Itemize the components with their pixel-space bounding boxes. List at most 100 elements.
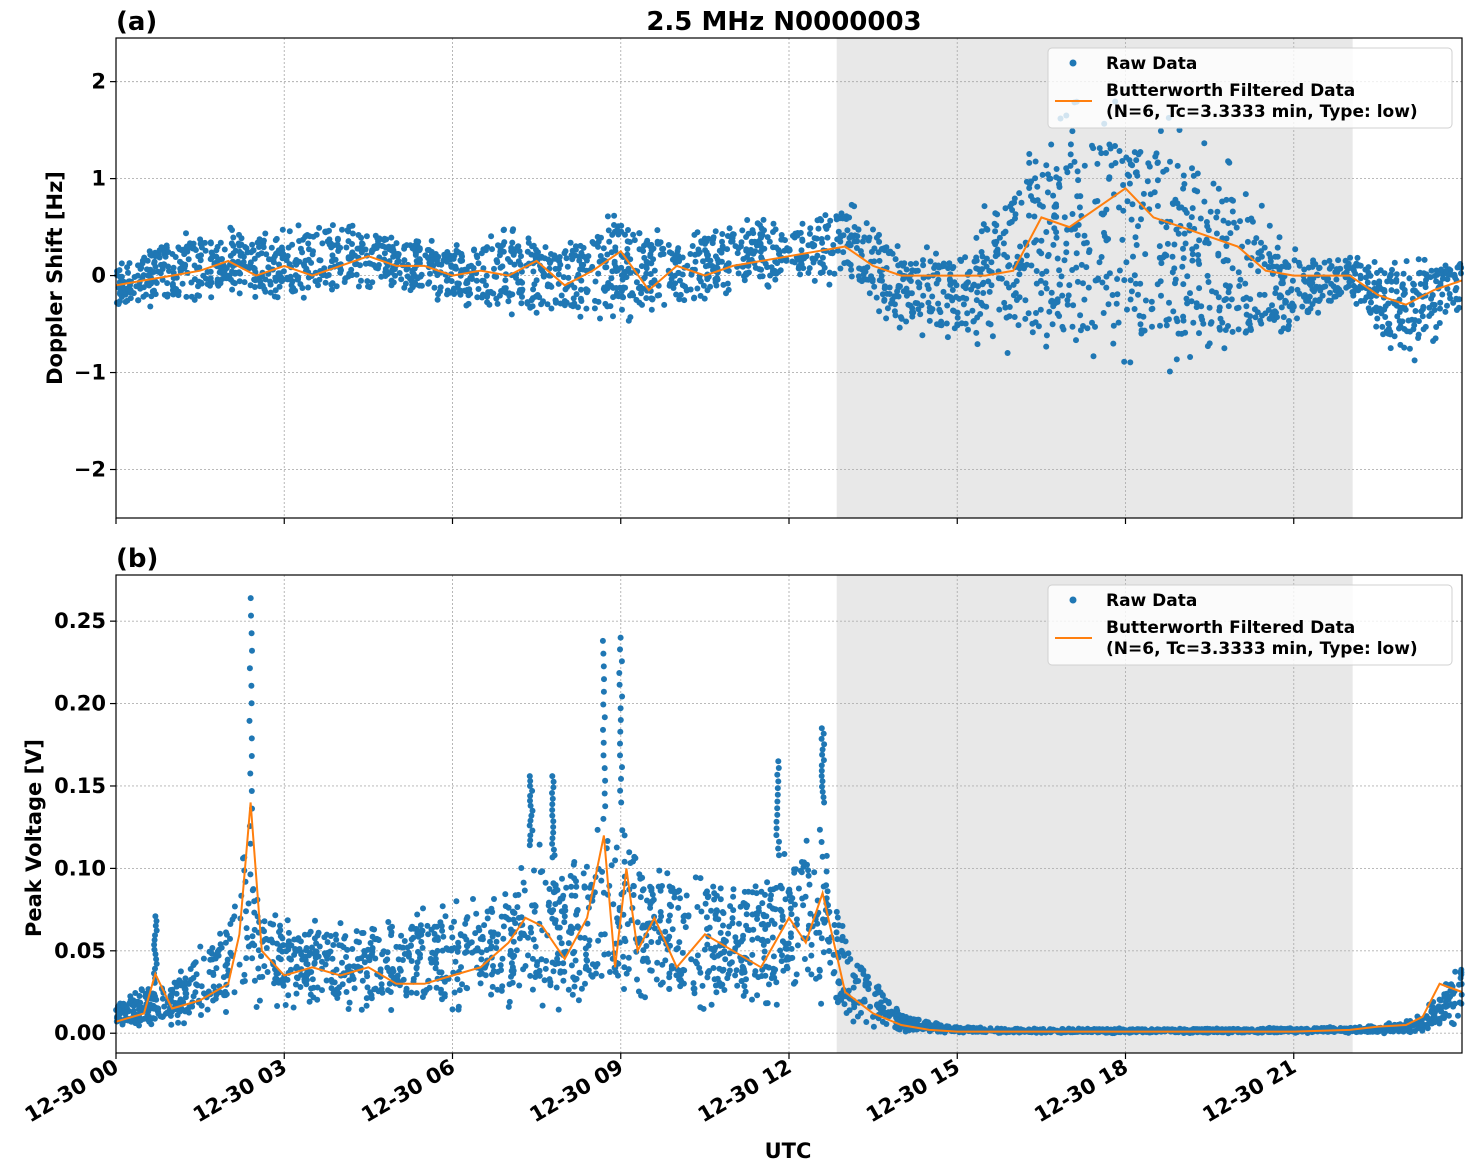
- raw-point: [920, 262, 927, 269]
- raw-point: [1433, 278, 1440, 285]
- raw-point: [364, 984, 371, 991]
- raw-point: [949, 265, 956, 272]
- raw-point: [954, 309, 961, 316]
- raw-point: [719, 231, 726, 237]
- raw-point: [1163, 166, 1170, 173]
- raw-point: [951, 325, 958, 332]
- raw-point: [626, 239, 633, 245]
- raw-point: [1336, 291, 1343, 298]
- raw-point: [1032, 158, 1039, 165]
- raw-point: [1138, 330, 1145, 337]
- raw-point: [1058, 273, 1065, 280]
- raw-point: [759, 245, 766, 252]
- raw-point: [694, 229, 701, 236]
- raw-point: [299, 249, 306, 256]
- raw-point: [1345, 283, 1352, 290]
- raw-point: [1106, 141, 1113, 148]
- raw-point: [735, 270, 742, 277]
- raw-point: [116, 1011, 123, 1018]
- raw-point: [143, 291, 149, 298]
- raw-point: [1099, 279, 1106, 286]
- raw-point: [265, 264, 272, 271]
- raw-point: [525, 934, 531, 941]
- raw-point: [1053, 166, 1060, 172]
- raw-point: [1458, 270, 1464, 277]
- raw-point: [198, 1002, 205, 1009]
- raw-point: [408, 989, 415, 996]
- raw-point: [1098, 210, 1105, 217]
- raw-point: [1453, 295, 1460, 302]
- raw-point: [1365, 305, 1372, 312]
- raw-point: [228, 240, 235, 247]
- raw-point: [1357, 272, 1364, 279]
- raw-point: [192, 247, 199, 253]
- raw-point: [484, 293, 491, 300]
- raw-point: [575, 997, 582, 1004]
- raw-point: [1126, 173, 1133, 179]
- raw-point: [530, 936, 537, 943]
- raw-point: [416, 256, 423, 263]
- raw-point: [935, 300, 942, 307]
- raw-point: [1345, 260, 1352, 267]
- raw-point: [475, 924, 482, 931]
- raw-point: [487, 938, 493, 945]
- raw-point: [1116, 267, 1123, 274]
- raw-point: [1136, 312, 1143, 319]
- raw-point: [286, 275, 293, 282]
- raw-point: [741, 983, 748, 990]
- raw-point: [903, 285, 910, 292]
- raw-point: [644, 241, 651, 248]
- raw-point: [767, 886, 774, 893]
- raw-point: [1132, 169, 1139, 176]
- raw-point: [760, 216, 767, 223]
- raw-point: [763, 1000, 769, 1007]
- raw-point: [675, 904, 682, 911]
- raw-point: [786, 890, 793, 897]
- raw-point: [1070, 302, 1077, 309]
- panel-label-b: (b): [116, 544, 158, 574]
- raw-point: [786, 247, 793, 254]
- raw-point: [636, 246, 643, 253]
- raw-point: [322, 279, 329, 286]
- raw-point: [1190, 172, 1197, 179]
- raw-point: [803, 253, 810, 260]
- raw-point: [1272, 290, 1279, 297]
- raw-point: [740, 256, 747, 262]
- raw-point: [319, 240, 326, 247]
- raw-point: [1078, 261, 1085, 268]
- raw-point: [1368, 299, 1374, 306]
- raw-point: [255, 965, 262, 972]
- raw-point: [671, 255, 678, 262]
- raw-point: [278, 976, 285, 983]
- raw-point: [508, 248, 515, 254]
- raw-point: [803, 837, 810, 844]
- raw-point: [1396, 309, 1403, 315]
- raw-point: [135, 262, 141, 269]
- raw-point: [886, 284, 893, 291]
- raw-point: [1133, 157, 1140, 164]
- raw-point: [1242, 191, 1249, 198]
- raw-point: [1292, 246, 1299, 253]
- raw-point: [518, 865, 525, 871]
- raw-point: [562, 286, 569, 293]
- raw-point: [1036, 201, 1043, 208]
- raw-point: [448, 278, 455, 285]
- raw-point: [975, 283, 982, 290]
- raw-point: [1059, 292, 1066, 299]
- raw-point: [957, 256, 964, 263]
- raw-point: [1376, 285, 1383, 292]
- raw-point: [638, 290, 645, 297]
- raw-point: [530, 286, 537, 293]
- raw-point: [1274, 244, 1281, 251]
- raw-point: [1100, 310, 1107, 316]
- raw-point: [750, 250, 757, 257]
- raw-point: [252, 293, 259, 300]
- raw-point: [610, 294, 617, 301]
- raw-point: [544, 301, 551, 308]
- raw-point: [1289, 277, 1296, 284]
- raw-point: [909, 309, 915, 316]
- raw-point: [1258, 253, 1265, 260]
- raw-point: [1039, 171, 1046, 178]
- raw-point: [221, 267, 227, 274]
- raw-point: [1067, 162, 1074, 169]
